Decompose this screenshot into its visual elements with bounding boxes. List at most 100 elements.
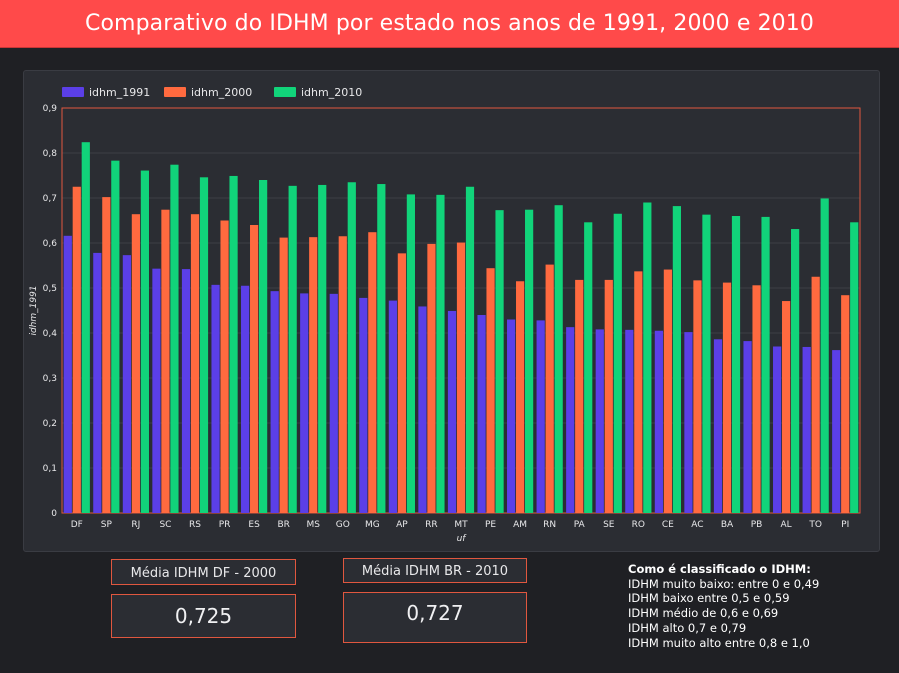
page-title: Comparativo do IDHM por estado nos anos … xyxy=(85,11,814,36)
classification-line: IDHM alto 0,7 e 0,79 xyxy=(628,620,747,635)
bar-idhm_2000-BR xyxy=(279,237,288,513)
bar-idhm_1991-PI xyxy=(832,350,841,513)
x-tick-label: BR xyxy=(277,520,289,530)
idhm-bar-chart: 0 0,1 0,2 0,3 0,4 0,5 0,6 0,7 0,8 0,9 DF SP RJ SC RS PR… xyxy=(29,86,861,544)
bar-idhm_2000-GO xyxy=(338,236,347,513)
x-tick-label: MG xyxy=(365,520,380,530)
legend-swatch-idhm_1991 xyxy=(62,87,84,97)
bar-idhm_1991-MS xyxy=(300,293,309,513)
classification-line: IDHM muito alto entre 0,8 e 1,0 xyxy=(628,635,810,650)
bar-idhm_2010-PA xyxy=(584,222,593,514)
bar-idhm_2010-AP xyxy=(406,194,415,513)
bar-idhm_1991-DF xyxy=(63,235,72,514)
legend-swatch-idhm_2000 xyxy=(164,87,186,97)
bar-idhm_1991-BA xyxy=(713,339,723,513)
chart-panel: 0 0,1 0,2 0,3 0,4 0,5 0,6 0,7 0,8 0,9 DF SP RJ SC RS PR… xyxy=(23,70,880,552)
idhm-classification: Como é classificado o IDHM: IDHM muito b… xyxy=(628,562,888,650)
y-tick-label: 0,5 xyxy=(43,284,57,294)
bar-idhm_2000-PR xyxy=(220,220,229,513)
x-tick-label: AL xyxy=(781,520,792,530)
x-tick-label: RR xyxy=(425,520,438,530)
bar-idhm_2000-PB xyxy=(752,285,761,513)
card-df-value: 0,725 xyxy=(111,594,296,638)
bar-idhm_1991-SE xyxy=(595,329,604,513)
x-tick-label: AM xyxy=(513,520,527,530)
bar-idhm_1991-AC xyxy=(684,332,693,513)
bar-idhm_2000-RN xyxy=(545,264,554,513)
y-tick-label: 0,9 xyxy=(43,104,58,114)
bar-idhm_2000-MS xyxy=(309,237,318,513)
bar-idhm_1991-AM xyxy=(507,319,516,513)
bar-idhm_2000-AC xyxy=(693,280,702,513)
bar-idhm_2010-RR xyxy=(436,194,445,513)
bar-idhm_2010-MS xyxy=(318,184,327,513)
bar-idhm_2000-AP xyxy=(397,253,406,513)
x-tick-label: PR xyxy=(219,520,231,530)
x-tick-label: PE xyxy=(485,520,496,530)
bar-idhm_1991-PR xyxy=(211,284,220,513)
legend-label-idhm_2000: idhm_2000 xyxy=(191,86,252,99)
bar-idhm_2000-MG xyxy=(368,232,377,513)
bar-idhm_2000-BA xyxy=(722,282,732,513)
y-tick-label: 0,2 xyxy=(43,419,57,429)
bar-idhm_2000-PE xyxy=(486,268,495,513)
bar-idhm_2010-GO xyxy=(347,182,356,513)
x-tick-label: PA xyxy=(574,520,586,530)
bar-idhm_1991-RS xyxy=(181,269,191,513)
card-br-value: 0,727 xyxy=(343,592,527,643)
bar-idhm_2000-PI xyxy=(841,295,850,513)
bar-idhm_1991-PB xyxy=(743,341,752,513)
bar-idhm_1991-CE xyxy=(654,330,663,513)
classification-title: Como é classificado o IDHM: xyxy=(628,562,811,576)
bar-idhm_2000-SC xyxy=(161,209,170,513)
classification-line: IDHM baixo entre 0,5 e 0,59 xyxy=(628,591,790,606)
bar-idhm_1991-SC xyxy=(152,268,161,513)
x-tick-label: CE xyxy=(662,520,674,530)
bar-idhm_1991-RO xyxy=(625,329,634,513)
bar-idhm_1991-PA xyxy=(566,327,575,513)
y-tick-label: 0,6 xyxy=(43,239,58,249)
bar-idhm_2000-AM xyxy=(516,281,525,513)
bar-idhm_1991-ES xyxy=(241,285,250,513)
bar-idhm_1991-BR xyxy=(270,291,279,513)
x-tick-label: PB xyxy=(751,520,763,530)
x-tick-label: SC xyxy=(159,520,171,530)
x-tick-label: SE xyxy=(603,520,615,530)
legend-label-idhm_1991: idhm_1991 xyxy=(89,86,150,99)
classification-line: IDHM muito baixo: entre 0 e 0,49 xyxy=(628,576,820,591)
bar-idhm_1991-GO xyxy=(329,293,338,513)
bar-idhm_2010-ES xyxy=(259,180,268,513)
x-tick-label: DF xyxy=(71,520,83,530)
bar-idhm_2000-CE xyxy=(663,269,672,513)
x-tick-label: TO xyxy=(808,520,822,530)
bar-idhm_2010-PR xyxy=(229,175,238,513)
bar-idhm_2000-ES xyxy=(250,225,259,513)
bar-idhm_2000-PA xyxy=(575,279,584,513)
bar-idhm_2010-BA xyxy=(731,216,741,513)
x-tick-label: RJ xyxy=(131,520,140,530)
bar-idhm_2010-MG xyxy=(377,184,386,514)
legend-label-idhm_2010: idhm_2010 xyxy=(301,86,362,99)
x-tick-label: MT xyxy=(454,520,468,530)
x-tick-label: PI xyxy=(841,520,849,530)
bar-idhm_2010-SC xyxy=(170,164,179,513)
x-tick-label: AP xyxy=(396,520,408,530)
bar-idhm_2000-RO xyxy=(634,271,643,513)
bar-idhm_2010-TO xyxy=(820,198,829,513)
x-tick-label: RS xyxy=(189,520,201,530)
bar-idhm_2010-AC xyxy=(702,214,711,513)
bar-idhm_2010-PB xyxy=(761,216,770,513)
bar-idhm_2010-AM xyxy=(525,209,534,513)
bar-idhm_2010-RJ xyxy=(140,170,149,514)
bar-idhm_1991-RN xyxy=(536,320,545,513)
bar-idhm_2010-SE xyxy=(613,213,622,513)
x-axis-label: uf xyxy=(457,534,468,544)
y-tick-label: 0,1 xyxy=(43,464,57,474)
bar-idhm_1991-RR xyxy=(418,306,427,513)
classification-line: IDHM médio de 0,6 e 0,69 xyxy=(628,606,779,621)
bar-idhm_2000-TO xyxy=(811,276,820,513)
bar-idhm_2000-MT xyxy=(456,242,466,514)
bar-idhm_1991-AL xyxy=(773,346,782,513)
x-tick-label: RN xyxy=(543,520,556,530)
x-tick-label: BA xyxy=(721,520,734,530)
